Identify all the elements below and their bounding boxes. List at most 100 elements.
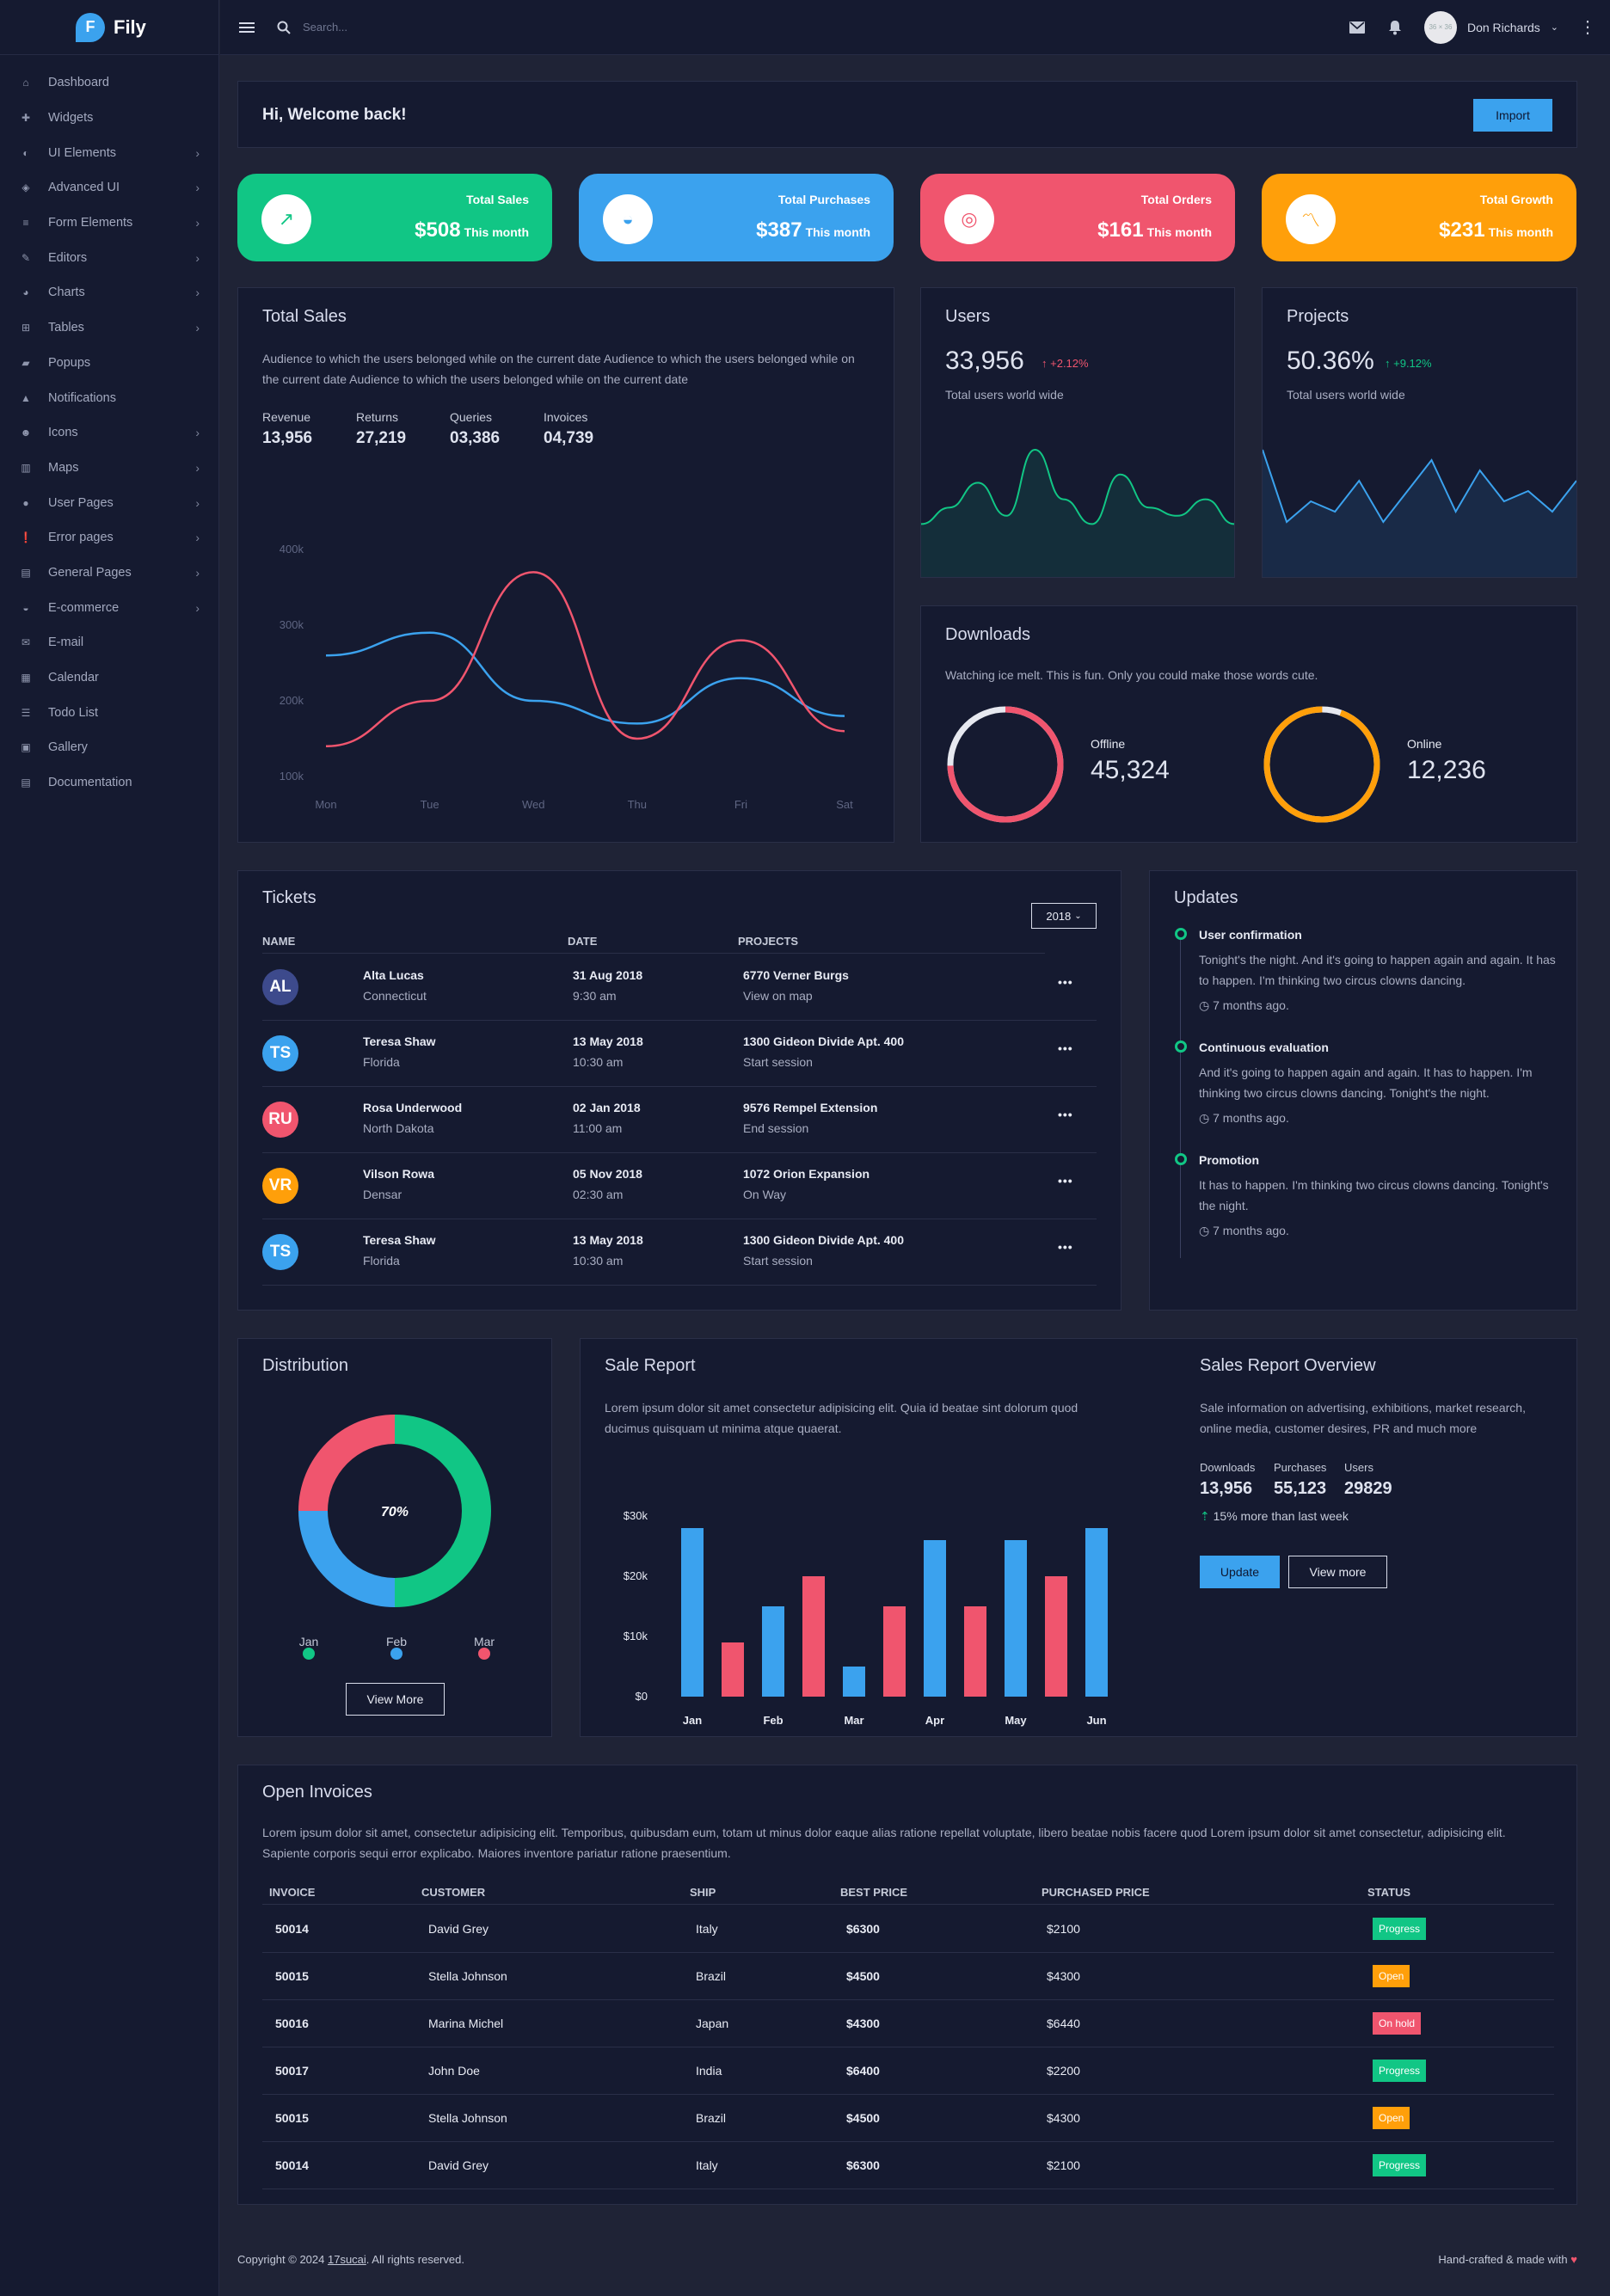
sidebar-item-icons[interactable]: ☻ Icons ›: [0, 415, 218, 451]
ticket-action[interactable]: View on map: [743, 989, 813, 1003]
search-input[interactable]: [303, 21, 561, 34]
sidebar-item-tables[interactable]: ⊞ Tables ›: [0, 310, 218, 346]
sidebar-item-label: Icons: [48, 426, 78, 440]
row-menu-icon[interactable]: •••: [1058, 1174, 1073, 1188]
chevron-right-icon: ›: [195, 531, 200, 545]
kpi-invoices: Invoices 04,739: [544, 410, 593, 448]
invoice-id: 50014: [275, 1922, 309, 1936]
bar-feb-2: [802, 1576, 825, 1697]
row-menu-icon[interactable]: •••: [1058, 1041, 1073, 1055]
sidebar-item-popups[interactable]: ▰ Popups: [0, 346, 218, 381]
row-menu-icon[interactable]: •••: [1058, 1240, 1073, 1254]
update-time: ◷ 7 months ago.: [1199, 1111, 1289, 1126]
rights-text: . All rights reserved.: [366, 2253, 464, 2266]
sidebar-item-dashboard[interactable]: ⌂ Dashboard: [0, 65, 218, 101]
view-more-button[interactable]: View More: [346, 1683, 445, 1716]
ticket-action[interactable]: Start session: [743, 1055, 813, 1069]
table-row[interactable]: 50015 Stella Johnson Brazil $4500 $4300 Open: [262, 2095, 1554, 2142]
calendar-icon: ▦: [21, 672, 31, 685]
user-menu[interactable]: 36 × 36 Don Richards ⌄: [1423, 10, 1558, 44]
update-button[interactable]: Update: [1200, 1556, 1280, 1588]
stat-card-total-purchases[interactable]: ◒ Total Purchases $387 This month: [579, 174, 894, 261]
sidebar-item-e-mail[interactable]: ✉ E-mail: [0, 625, 218, 660]
sidebar-item-notifications[interactable]: ▲ Notifications: [0, 380, 218, 415]
brand[interactable]: F Fily: [0, 0, 218, 55]
sidebar-item-user-pages[interactable]: ● User Pages ›: [0, 485, 218, 520]
sidebar-item-label: Maps: [48, 460, 79, 475]
chevron-down-icon: ⌄: [1550, 22, 1558, 33]
row-menu-icon[interactable]: •••: [1058, 1108, 1073, 1121]
table-row[interactable]: 50017 John Doe India $6400 $2200 Progress: [262, 2047, 1554, 2095]
sidebar-item-form-elements[interactable]: ≡ Form Elements ›: [0, 206, 218, 241]
sidebar-item-todo-list[interactable]: ☰ Todo List: [0, 695, 218, 730]
series-line-1: [325, 631, 845, 725]
table-row[interactable]: AL Alta Lucas Connecticut 31 Aug 2018 9:30 a…: [262, 955, 1097, 1021]
stat-card-total-orders[interactable]: ◎ Total Orders $161 This month: [920, 174, 1235, 261]
search-icon[interactable]: [277, 21, 291, 34]
view-more-button[interactable]: View more: [1288, 1556, 1387, 1588]
timeline-dot-icon: [1175, 1041, 1187, 1053]
sidebar-item-gallery[interactable]: ▣ Gallery: [0, 730, 218, 765]
sidebar-item-widgets[interactable]: ✚ Widgets: [0, 101, 218, 136]
offline-value: 45,324: [1091, 756, 1170, 784]
distribution-card: Distribution 70% View More Jan Feb Mar: [237, 1338, 552, 1737]
overview-stat-label: Downloads: [1200, 1461, 1256, 1474]
table-row[interactable]: RU Rosa Underwood North Dakota 02 Jan 2018 1…: [262, 1087, 1097, 1153]
header-purchased-price: PURCHASED PRICE: [1042, 1886, 1150, 1899]
updates-card: Updates User confirmation Tonight's the n…: [1149, 870, 1577, 1311]
bell-icon[interactable]: [1386, 19, 1404, 36]
footer-link[interactable]: 17sucai: [327, 2253, 366, 2266]
ticket-project: 6770 Verner Burgs View on map: [743, 968, 849, 1003]
bar-jan-1: [681, 1528, 704, 1697]
ticket-action[interactable]: Start session: [743, 1254, 813, 1268]
sidebar-item-general-pages[interactable]: ▤ General Pages ›: [0, 556, 218, 591]
y-tick-label: 200k: [280, 694, 304, 707]
stat-card-total-sales[interactable]: ↗ Total Sales $508 This month: [237, 174, 552, 261]
table-row[interactable]: VR Vilson Rowa Densar 05 Nov 2018 02:30 am 10…: [262, 1153, 1097, 1219]
sidebar-item-error-pages[interactable]: ❗ Error pages ›: [0, 520, 218, 556]
year-select[interactable]: 2018 ⌄: [1031, 903, 1097, 929]
status-badge: Open: [1373, 2107, 1410, 2129]
mail-icon: ✉: [21, 636, 31, 649]
table-row[interactable]: TS Teresa Shaw Florida 13 May 2018 10:30 am 1…: [262, 1219, 1097, 1286]
sidebar-item-maps[interactable]: ▥ Maps ›: [0, 451, 218, 486]
menu-toggle-icon[interactable]: [239, 20, 255, 35]
invoice-purchased: $2100: [1047, 1922, 1080, 1936]
invoice-purchased: $2200: [1047, 2064, 1080, 2078]
table-row[interactable]: 50016 Marina Michel Japan $4300 $6440 On hold: [262, 2000, 1554, 2047]
ticket-action[interactable]: On Way: [743, 1188, 787, 1201]
sidebar-item-e-commerce[interactable]: ◒ E-commerce ›: [0, 590, 218, 625]
ticket-person: Alta Lucas Connecticut: [363, 968, 427, 1003]
ticket-action[interactable]: End session: [743, 1121, 809, 1135]
distribution-donut-chart: 70%: [298, 1415, 491, 1660]
sidebar-item-label: Documentation: [48, 776, 132, 790]
row-menu-icon[interactable]: •••: [1058, 975, 1073, 989]
table-row[interactable]: TS Teresa Shaw Florida 13 May 2018 10:30 am 1…: [262, 1021, 1097, 1087]
header-invoice: INVOICE: [269, 1886, 316, 1899]
offline-ring: [947, 706, 1064, 823]
sidebar-item-documentation[interactable]: ▤ Documentation: [0, 765, 218, 801]
sidebar-item-advanced-ui[interactable]: ◈ Advanced UI ›: [0, 170, 218, 206]
sidebar-item-label: E-mail: [48, 635, 84, 650]
sidebar-item-label: Form Elements: [48, 216, 133, 230]
chevron-right-icon: ›: [195, 426, 200, 440]
sales-note: ⇡ 15% more than last week: [1200, 1509, 1349, 1523]
sidebar-item-ui-elements[interactable]: ◐ UI Elements ›: [0, 135, 218, 170]
invoices-description: Lorem ipsum dolor sit amet, consectetur …: [262, 1826, 1506, 1860]
donut-slice-feb: [298, 1511, 395, 1607]
table-row[interactable]: 50014 David Grey Italy $6300 $2100 Progress: [262, 2142, 1554, 2189]
update-text: And it's going to happen again and again…: [1199, 1065, 1533, 1100]
table-row[interactable]: 50015 Stella Johnson Brazil $4500 $4300 Open: [262, 1953, 1554, 2000]
sale-report-bar-chart: $30k $20k $10k $0 Jan Feb Mar Apr May Jun: [624, 1509, 1108, 1727]
mail-icon[interactable]: [1349, 19, 1366, 36]
more-options-icon[interactable]: ⋮: [1579, 17, 1596, 37]
table-row[interactable]: 50014 David Grey Italy $6300 $2100 Progress: [262, 1906, 1554, 1953]
stat-card-total-growth[interactable]: 〽 Total Growth $231 This month: [1262, 174, 1576, 261]
sidebar-item-charts[interactable]: ◕ Charts ›: [0, 275, 218, 310]
ticket-date-value: 31 Aug 2018: [573, 968, 643, 982]
import-button[interactable]: Import: [1473, 99, 1552, 132]
sidebar-item-calendar[interactable]: ▦ Calendar: [0, 660, 218, 696]
legend-label: Feb: [385, 1635, 408, 1648]
header-date: DATE: [568, 935, 598, 948]
sidebar-item-editors[interactable]: ✎ Editors ›: [0, 240, 218, 275]
